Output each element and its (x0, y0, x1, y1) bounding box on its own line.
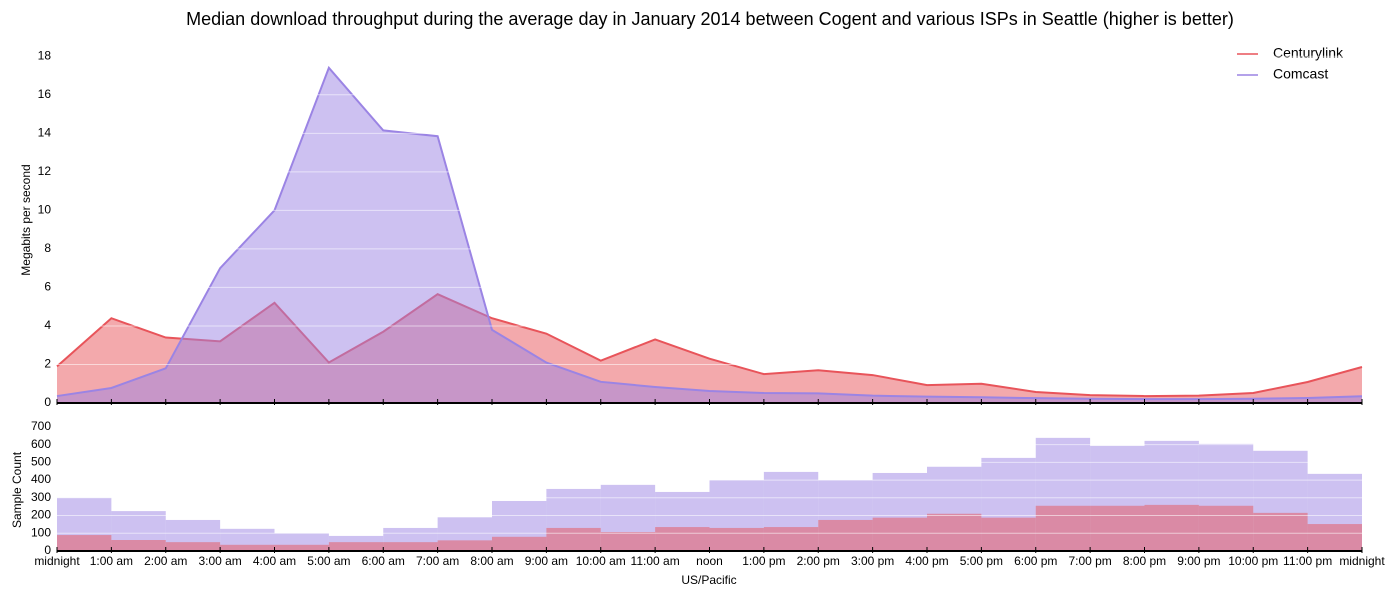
x-tick-label: 7:00 am (416, 554, 459, 568)
bar (437, 540, 492, 551)
y-tick-label: 10 (38, 203, 52, 217)
y-tick-label: 700 (31, 419, 51, 433)
y-tick-label: 2 (44, 357, 51, 371)
bar (600, 532, 656, 551)
x-tick-label: 4:00 am (253, 554, 296, 568)
y-tick-label: 300 (31, 490, 51, 504)
y-tick-label: 0 (44, 543, 51, 557)
x-tick-label: 7:00 pm (1068, 554, 1111, 568)
y-tick-label: 4 (44, 318, 51, 332)
x-axis-label: US/Pacific (681, 573, 736, 587)
y-tick-label: 600 (31, 437, 51, 451)
x-tick-label: 9:00 pm (1177, 554, 1220, 568)
bar (818, 519, 873, 551)
bar (655, 527, 710, 551)
legend-label: Centurylink (1273, 45, 1344, 61)
x-tick-label: 10:00 am (576, 554, 626, 568)
x-tick-label: 5:00 pm (960, 554, 1003, 568)
y-tick-label: 18 (38, 48, 52, 62)
bar (1090, 505, 1145, 551)
bar (1198, 505, 1254, 551)
bar (981, 517, 1036, 551)
x-tick-label: 11:00 pm (1283, 554, 1332, 568)
x-tick-label: 5:00 am (307, 554, 350, 568)
x-tick-label: 1:00 am (90, 554, 133, 568)
x-tick-label: 10:00 pm (1228, 554, 1278, 568)
x-tick-label: 1:00 pm (742, 554, 785, 568)
x-tick-label: midnight (1339, 554, 1385, 568)
x-tick-label: 9:00 am (525, 554, 568, 568)
bar (220, 544, 275, 551)
bar (1144, 504, 1199, 551)
bar (546, 527, 601, 551)
y-tick-label: 500 (31, 455, 51, 469)
x-tick-label: 6:00 am (362, 554, 405, 568)
bar (111, 540, 166, 551)
bar (383, 542, 438, 551)
chart-title: Median download throughput during the av… (186, 9, 1234, 29)
y-axis-label: Sample Count (10, 451, 24, 528)
y-tick-label: 6 (44, 280, 51, 294)
x-tick-label: 2:00 am (144, 554, 187, 568)
bar (165, 542, 221, 551)
legend-label: Comcast (1273, 66, 1328, 82)
y-tick-label: 14 (38, 125, 52, 139)
x-tick-label: 8:00 am (470, 554, 513, 568)
bar (492, 536, 547, 551)
bar (1253, 512, 1308, 551)
bar (1035, 505, 1091, 551)
x-tick-label: 4:00 pm (905, 554, 948, 568)
y-tick-label: 16 (38, 87, 52, 101)
y-tick-label: 400 (31, 472, 51, 486)
y-tick-label: 0 (44, 395, 51, 409)
x-tick-label: midnight (34, 554, 80, 568)
x-tick-label: 3:00 am (198, 554, 241, 568)
y-tick-label: 12 (38, 164, 52, 178)
y-tick-label: 8 (44, 241, 51, 255)
bar (328, 542, 384, 551)
x-tick-label: 6:00 pm (1014, 554, 1057, 568)
bar (763, 527, 819, 551)
x-tick-label: 2:00 pm (797, 554, 840, 568)
x-tick-label: 11:00 am (631, 554, 680, 568)
bar (872, 517, 927, 551)
bar (927, 513, 982, 551)
bar (709, 527, 764, 551)
x-tick-label: 3:00 pm (851, 554, 894, 568)
x-tick-label: 8:00 pm (1123, 554, 1166, 568)
bar (274, 544, 329, 551)
y-axis-label: Megabits per second (19, 164, 33, 275)
bar (1307, 524, 1362, 551)
bar (57, 535, 112, 551)
y-tick-label: 200 (31, 508, 51, 522)
area-fill (57, 67, 1362, 404)
y-tick-label: 100 (31, 525, 51, 539)
x-tick-label: noon (696, 554, 723, 568)
